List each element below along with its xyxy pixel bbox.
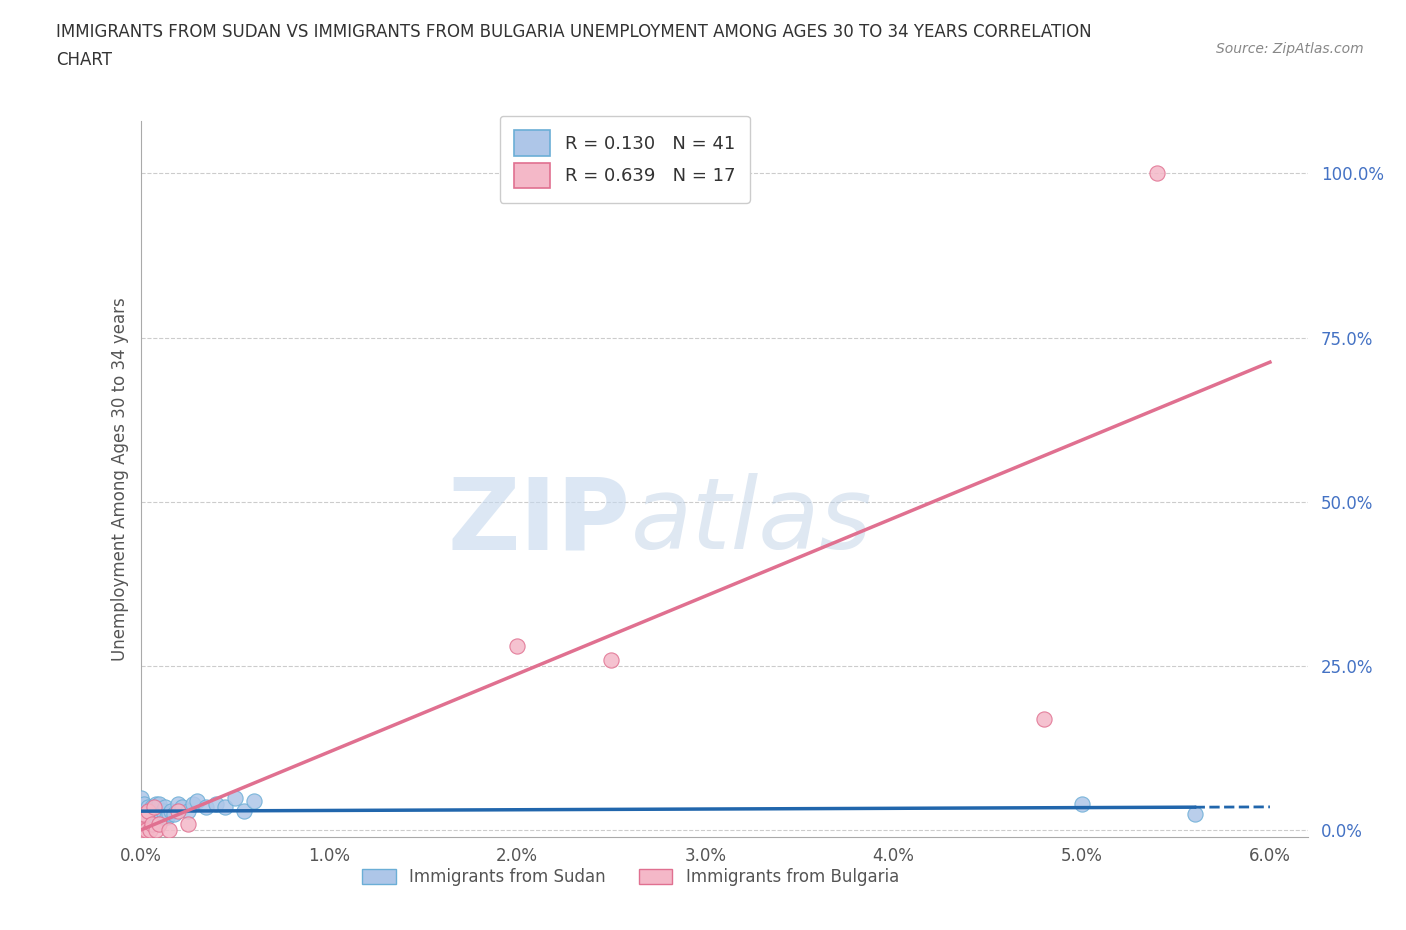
Point [135,806,157,821]
Point [176,804,198,818]
Point [129,810,152,825]
Point [233,804,256,818]
Point [129,810,152,825]
Point [195,800,218,815]
Point [167,797,190,812]
Point [141,800,163,815]
Point [145,797,167,812]
Point [1184,806,1206,821]
Point [129,790,152,805]
Point [139,804,162,818]
Point [148,810,170,825]
Legend: Immigrants from Sudan, Immigrants from Bulgaria: Immigrants from Sudan, Immigrants from B… [356,862,905,893]
Text: IMMIGRANTS FROM SUDAN VS IMMIGRANTS FROM BULGARIA UNEMPLOYMENT AMONG AGES 30 TO : IMMIGRANTS FROM SUDAN VS IMMIGRANTS FROM… [56,23,1092,41]
Point [1033,711,1056,726]
Point [134,813,156,828]
Point [142,806,165,821]
Text: Source: ZipAtlas.com: Source: ZipAtlas.com [1216,42,1364,56]
Point [139,817,162,831]
Point [176,817,198,831]
Point [150,806,173,821]
Text: ZIP: ZIP [449,473,631,570]
Point [136,810,159,825]
Point [1070,797,1092,812]
Point [156,810,179,825]
Point [131,817,153,831]
Point [136,804,159,818]
Point [157,823,180,838]
Point [141,817,163,831]
Point [224,790,246,805]
Point [145,823,167,838]
Point [242,793,264,808]
Point [1146,166,1168,181]
Point [214,800,236,815]
Point [148,817,170,831]
Point [163,806,186,821]
Point [170,800,193,815]
Point [157,806,180,821]
Point [506,639,529,654]
Point [167,804,190,818]
Y-axis label: Unemployment Among Ages 30 to 34 years: Unemployment Among Ages 30 to 34 years [111,297,129,661]
Text: CHART: CHART [56,51,112,69]
Point [152,804,174,818]
Point [134,797,156,812]
Point [131,804,153,818]
Text: atlas: atlas [631,473,872,570]
Point [159,804,181,818]
Point [131,823,153,838]
Point [186,793,208,808]
Point [136,800,159,815]
Point [148,797,170,812]
Point [139,823,162,838]
Point [181,797,204,812]
Point [135,817,157,831]
Point [600,652,623,667]
Point [135,823,157,838]
Point [142,800,165,815]
Point [134,806,156,821]
Point [153,800,176,815]
Point [141,813,163,828]
Point [205,797,228,812]
Point [145,810,167,825]
Point [146,813,169,828]
Point [129,800,152,815]
